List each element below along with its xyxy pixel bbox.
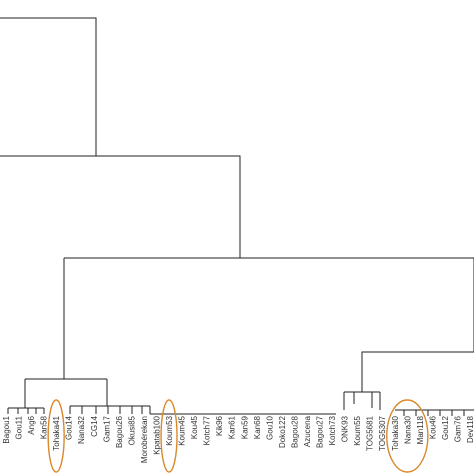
leaf-label: Morobérekan — [140, 416, 149, 463]
leaf-label: Koum45 — [178, 415, 187, 445]
branch-left-b-drops — [69, 406, 151, 414]
leaf-label: Koum53 — [165, 415, 174, 445]
leaf-label: Nana32 — [77, 415, 86, 444]
highlight-ellipse-2 — [160, 399, 178, 473]
leaf-label: Kan61 — [228, 415, 237, 439]
leaf-label: Koum55 — [353, 415, 362, 445]
leaf-label: Gou10 — [265, 415, 274, 440]
leaf-label: Nana30 — [403, 415, 412, 444]
branch-level-1 — [0, 155, 241, 258]
leaf-label: CG14 — [90, 415, 99, 436]
leaf-label: Ang6 — [27, 415, 36, 434]
leaf-label: Kotch73 — [328, 415, 337, 445]
leaf-label: Kotch77 — [203, 415, 212, 445]
leaf-label: Bagou28 — [290, 415, 299, 448]
leaf-labels: Bagou1 Gou11 Ang6 Kan58 Tohaka41 Gou14 Nana32 C… — [2, 415, 474, 463]
leaf-label: Doko122 — [278, 415, 287, 448]
dendrogram-branches — [0, 17, 474, 416]
leaf-label: Bagou1 — [2, 415, 11, 443]
leaf-label: Gou14 — [65, 415, 74, 440]
highlight-ellipses — [47, 399, 429, 473]
leaf-label: Bagou26 — [115, 415, 124, 448]
leaf-label: Gam17 — [102, 415, 111, 442]
leaf-label: Kou45 — [190, 415, 199, 439]
leaf-label: ONK93 — [341, 415, 350, 442]
leaf-label: Gou12 — [441, 415, 450, 440]
leaf-label: Gam76 — [453, 415, 462, 442]
leaf-label: TOG5307 — [378, 415, 387, 451]
leaf-label: Kan59 — [240, 415, 249, 439]
leaf-label: Gou11 — [15, 415, 24, 439]
leaf-label: TOG5681 — [366, 415, 375, 451]
leaf-label: Kan58 — [40, 415, 49, 439]
branch-right-a-drops — [343, 392, 381, 410]
leaf-label: Kik96 — [215, 415, 224, 436]
leaf-label: Okusi85 — [127, 415, 136, 445]
leaf-label: Kou46 — [428, 415, 437, 439]
leaf-label: Bagou27 — [316, 415, 325, 448]
branch-root — [0, 17, 97, 156]
leaf-label: Azucena — [303, 415, 312, 447]
branch-right-b-drops — [403, 410, 465, 416]
highlight-ellipse-3 — [386, 399, 429, 473]
leaf-label: Tohaka41 — [52, 415, 61, 450]
leaf-label: Dev118 — [466, 415, 474, 443]
branch-left-a-drops — [7, 408, 45, 414]
leaf-label: Kan68 — [253, 415, 262, 439]
leaf-label: Kpatab100 — [152, 415, 161, 454]
leaf-label: Tohaka30 — [391, 415, 400, 450]
highlight-ellipse-1 — [47, 399, 65, 473]
branch-right-stem — [361, 258, 474, 392]
leaf-label: Man118 — [416, 415, 425, 444]
